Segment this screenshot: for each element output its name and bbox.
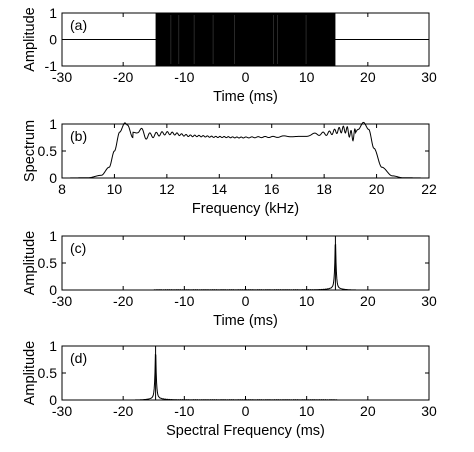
y-axis-label: Amplitude <box>22 231 38 295</box>
x-tick-label: -30 <box>52 403 72 419</box>
peak-line <box>62 244 429 291</box>
y-tick-label: 1 <box>49 116 57 132</box>
y-tick-label: 0.5 <box>38 365 58 381</box>
y-tick-label: 0 <box>49 32 57 48</box>
x-tick-label: -20 <box>113 69 133 85</box>
panel-label: (d) <box>70 350 87 366</box>
x-tick-label: 8 <box>58 181 66 197</box>
plot-frame <box>61 235 430 291</box>
x-axis-label: Time (ms) <box>213 89 278 105</box>
peak-line <box>62 354 429 401</box>
x-tick-label: -20 <box>113 403 133 419</box>
x-tick-label: -30 <box>52 69 72 85</box>
spectrum-line <box>62 121 429 179</box>
x-axis-label: Frequency (kHz) <box>192 201 299 217</box>
x-tick-label: -10 <box>174 69 194 85</box>
panel-label: (c) <box>70 240 86 256</box>
x-tick-label: 10 <box>107 181 123 197</box>
x-tick-label: 14 <box>211 181 227 197</box>
y-tick-label: 0.5 <box>38 143 58 159</box>
x-tick-label: 10 <box>299 69 315 85</box>
x-tick-label: 30 <box>421 69 437 85</box>
x-axis-label: Spectral Frequency (ms) <box>166 423 325 439</box>
x-tick-label: 10 <box>299 403 315 419</box>
x-tick-label: 12 <box>159 181 175 197</box>
x-tick-label: -10 <box>174 403 194 419</box>
x-tick-label: 22 <box>421 181 437 197</box>
y-tick-label: 1 <box>49 228 57 244</box>
y-tick-label: 0 <box>49 282 57 298</box>
panel-d: -30 -20 -10 0 10 20 30 0 0.5 1 (d) Spectral Frequen… <box>22 338 437 439</box>
panel-label: (a) <box>70 17 87 33</box>
x-tick-label: -10 <box>174 293 194 309</box>
x-tick-label: -20 <box>113 293 133 309</box>
panel-b: 8 10 12 14 16 18 20 22 0 0.5 1 (b) Frequency (kHz) Sp… <box>22 116 437 217</box>
plot-frame <box>61 345 430 401</box>
x-tick-label: 0 <box>242 69 250 85</box>
x-tick-label: -30 <box>52 293 72 309</box>
x-tick-label: 20 <box>369 181 385 197</box>
x-tick-label: 20 <box>360 293 376 309</box>
x-tick-label: 16 <box>264 181 280 197</box>
x-tick-label: 20 <box>360 69 376 85</box>
x-tick-label: 20 <box>360 403 376 419</box>
panel-c: -30 -20 -10 0 10 20 30 0 0.5 1 (c) Time (ms) Amplitu… <box>22 228 437 329</box>
panel-label: (b) <box>70 128 87 144</box>
x-tick-label: 30 <box>421 403 437 419</box>
y-tick-label: 0 <box>49 392 57 408</box>
y-tick-label: -1 <box>45 58 58 74</box>
y-tick-label: 0.5 <box>38 255 58 271</box>
panel-a: -30 -20 -10 0 10 20 30-101(a)Time (ms)Amplitud… <box>22 5 437 105</box>
plot-frame <box>61 123 430 179</box>
x-tick-label: 0 <box>242 403 250 419</box>
y-tick-label: 1 <box>49 5 57 21</box>
x-tick-label: 10 <box>299 293 315 309</box>
y-axis-label: Spectrum <box>22 120 38 182</box>
x-tick-label: 30 <box>421 293 437 309</box>
y-tick-label: 1 <box>49 338 57 354</box>
y-axis-label: Amplitude <box>22 7 38 71</box>
y-tick-label: 0 <box>49 170 57 186</box>
x-tick-label: 0 <box>242 293 250 309</box>
x-tick-label: 18 <box>316 181 332 197</box>
chirp-burst <box>155 13 336 66</box>
x-axis-label: Time (ms) <box>213 313 278 329</box>
y-axis-label: Amplitude <box>22 341 38 405</box>
